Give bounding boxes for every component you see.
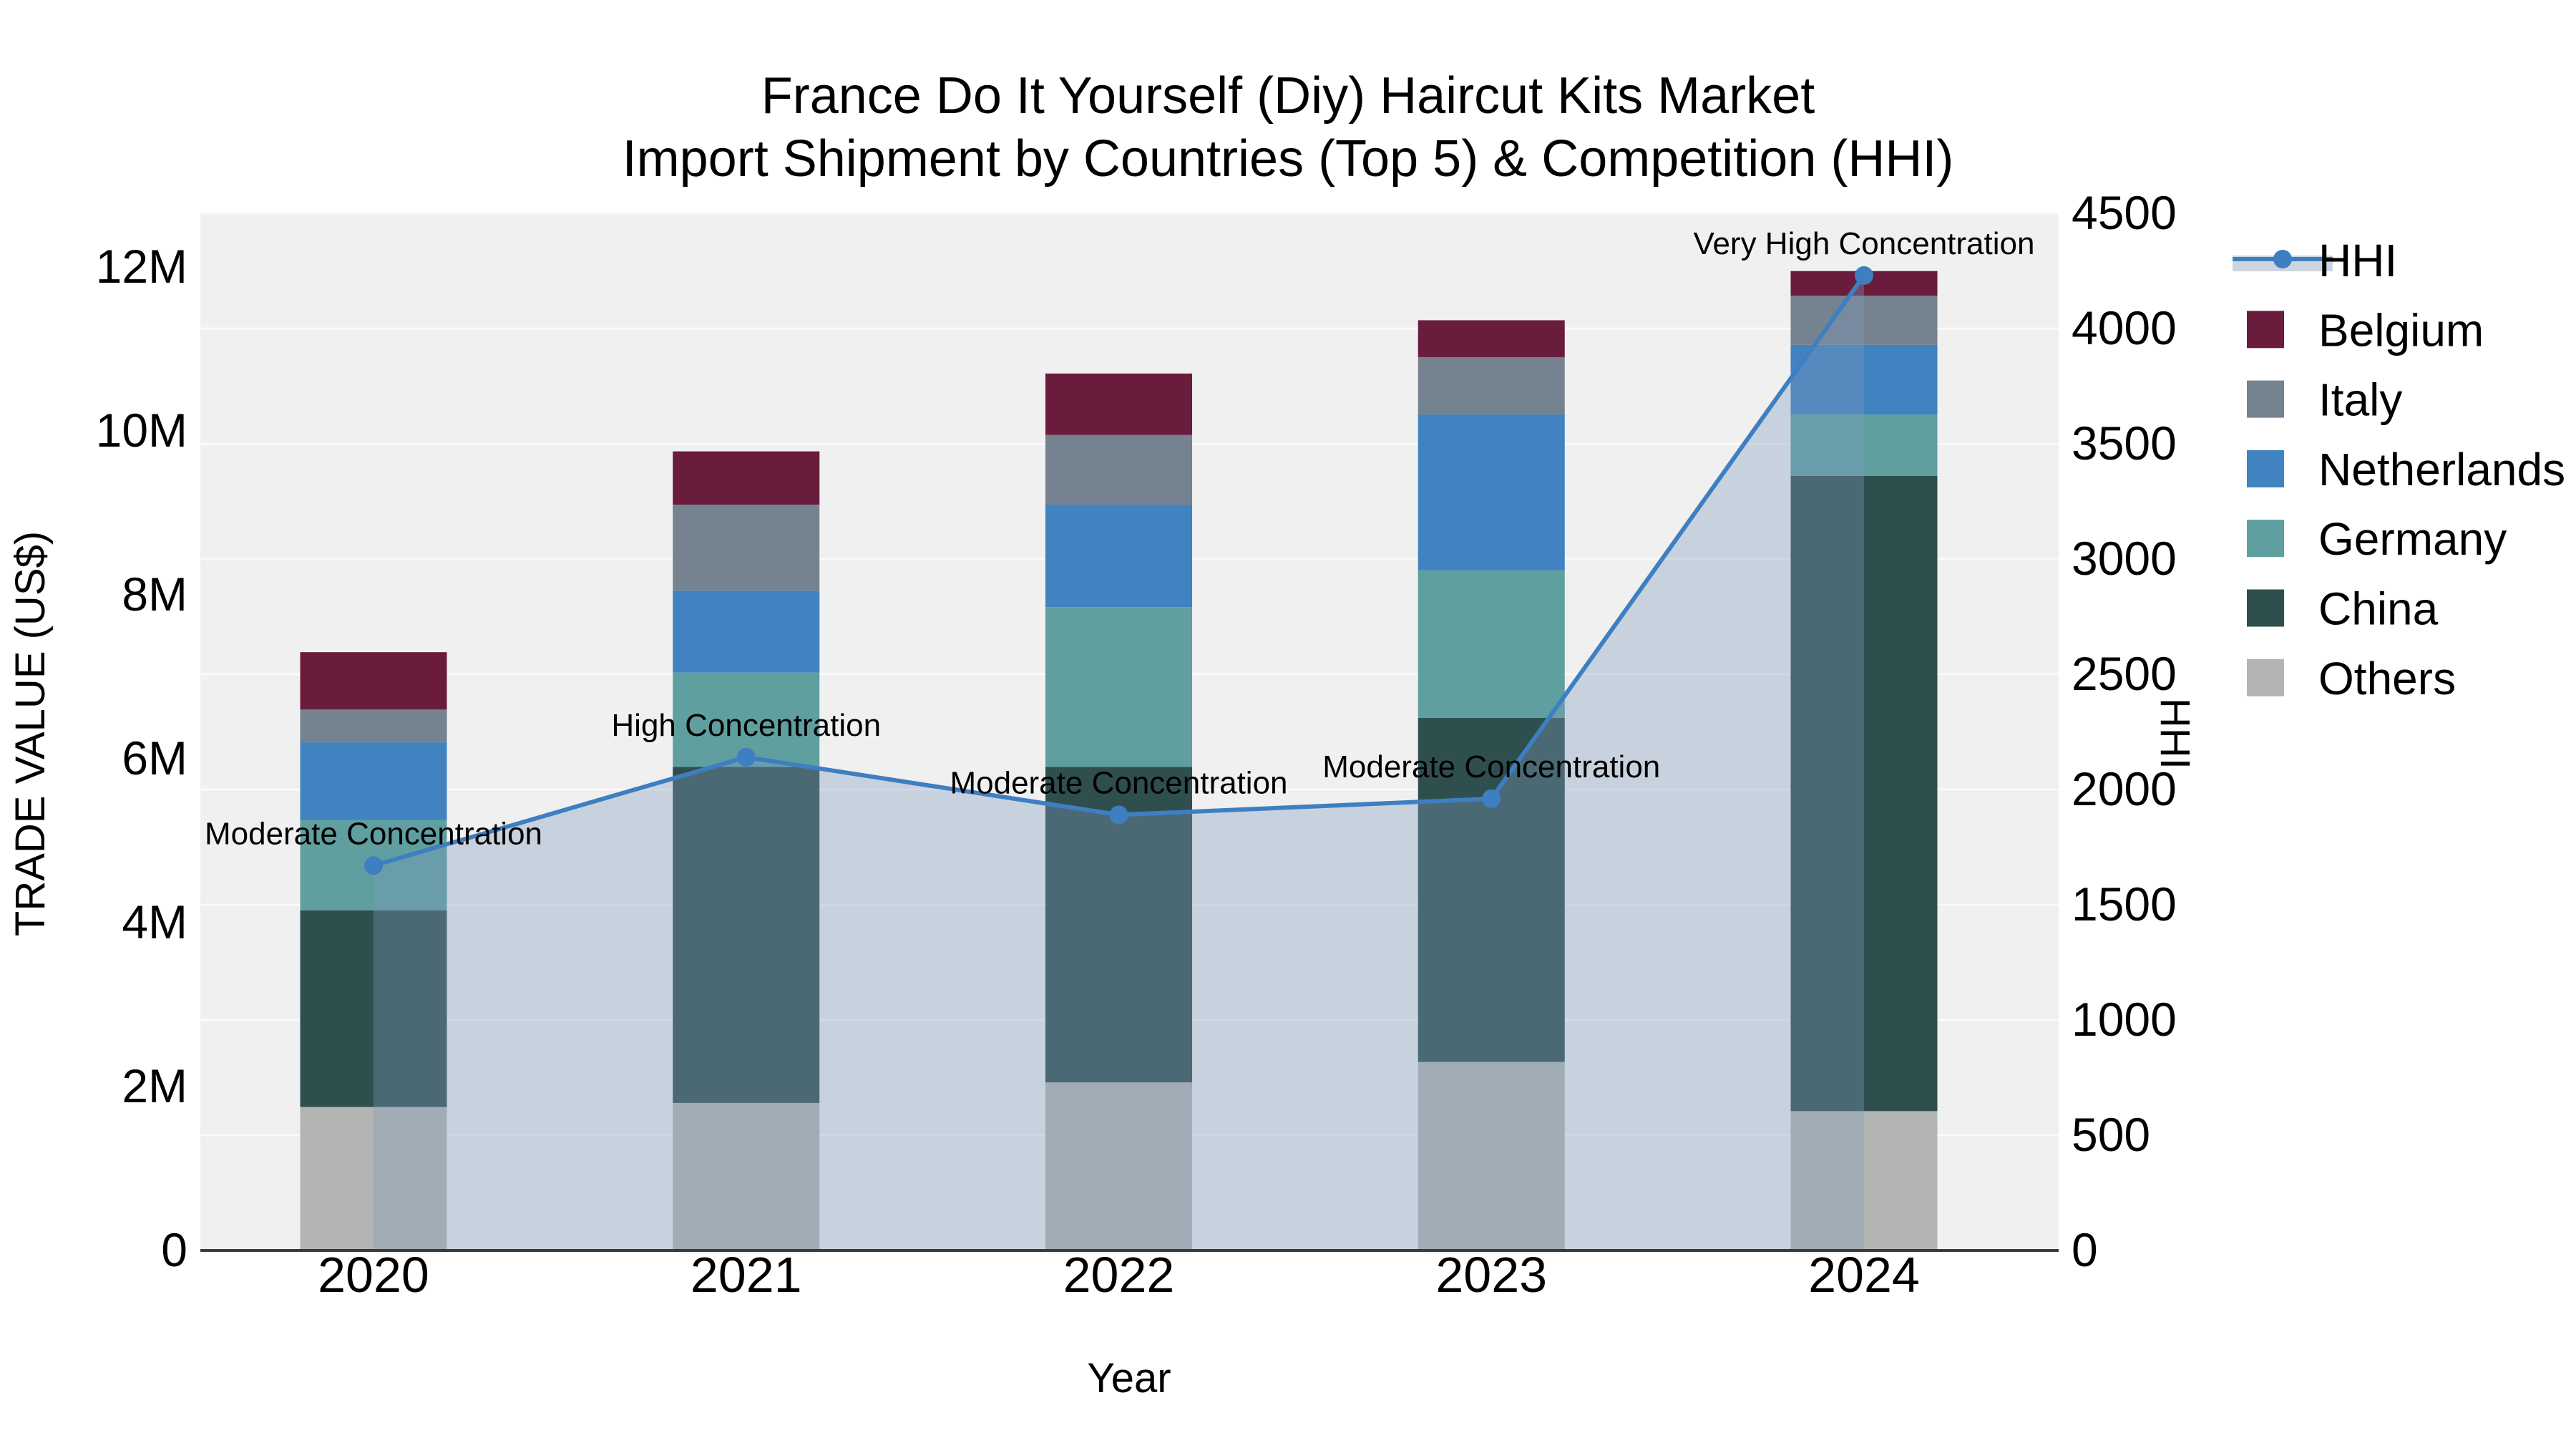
legend-item-italy[interactable]: Italy — [2247, 374, 2402, 426]
legend-color-swatch-italy — [2247, 380, 2284, 418]
bar-segment-2021-china[interactable] — [673, 767, 820, 1103]
chart-title-line1: France Do It Yourself (Diy) Haircut Kits… — [761, 67, 1815, 125]
bar-segment-2020-china[interactable] — [300, 910, 447, 1107]
y-right-tick-label: 2000 — [2072, 762, 2177, 815]
legend-label-netherlands: Netherlands — [2318, 444, 2565, 495]
bar-segment-2022-others[interactable] — [1045, 1082, 1192, 1250]
hhi-marker-2022[interactable] — [1109, 805, 1128, 825]
bar-segment-2023-netherlands[interactable] — [1418, 414, 1565, 570]
y-left-tick-label: 6M — [122, 732, 187, 784]
hhi-area-fill[interactable] — [374, 275, 1864, 1250]
y-left-tick-label: 10M — [96, 404, 187, 457]
tick-labels: 0 2M 4M 6M 8M 10M 12M 0 500 1000 1500 2000 2500 3000 3… — [96, 186, 2177, 1303]
hhi-annotation-2023: Moderate Concentration — [1322, 749, 1660, 784]
y-right-tick-label: 3500 — [2072, 417, 2177, 470]
bar-segment-2020-others[interactable] — [300, 1107, 447, 1250]
bar-segment-2020-italy[interactable] — [300, 709, 447, 743]
bar-segment-2022-belgium[interactable] — [1045, 373, 1192, 435]
hhi-annotation-2024: Very High Concentration — [1694, 226, 2035, 261]
legend-label-hhi: HHI — [2318, 235, 2397, 286]
legend-color-swatch-germany — [2247, 520, 2284, 558]
x-tick-label-2023: 2023 — [1435, 1247, 1547, 1303]
y-right-axis-title: HHI — [2152, 698, 2198, 769]
y-right-tick-label: 1500 — [2072, 878, 2177, 930]
legend-label-belgium: Belgium — [2318, 304, 2484, 356]
hhi-marker-2020[interactable] — [364, 856, 383, 875]
y-right-tick-label: 4500 — [2072, 186, 2177, 239]
bar-segment-2024-china[interactable] — [1790, 475, 1938, 1112]
legend-color-swatch-belgium — [2247, 311, 2284, 349]
x-tick-label-2022: 2022 — [1063, 1247, 1175, 1303]
y-right-tick-label: 500 — [2072, 1108, 2150, 1161]
bar-segment-2021-belgium[interactable] — [673, 451, 820, 505]
bar-segment-2021-italy[interactable] — [673, 505, 820, 591]
hhi-area-layer — [374, 275, 1864, 1250]
bar-segment-2023-others[interactable] — [1418, 1061, 1565, 1250]
y-left-tick-label: 8M — [122, 568, 187, 621]
y-left-tick-label: 4M — [122, 895, 187, 948]
legend-color-swatch-others — [2247, 659, 2284, 696]
bar-segment-2024-italy[interactable] — [1790, 296, 1938, 345]
bar-segment-2024-others[interactable] — [1790, 1111, 1938, 1250]
y-right-tick-label: 4000 — [2072, 301, 2177, 354]
legend-label-germany: Germany — [2318, 513, 2507, 565]
legend-color-swatch-china — [2247, 589, 2284, 627]
x-tick-label-2024: 2024 — [1808, 1247, 1920, 1303]
legend-color-swatch-netherlands — [2247, 449, 2284, 487]
y-right-tick-label: 1000 — [2072, 993, 2177, 1046]
hhi-marker-2023[interactable] — [1482, 789, 1501, 808]
bar-segment-2020-netherlands[interactable] — [300, 742, 447, 820]
bar-segment-2023-germany[interactable] — [1418, 570, 1565, 718]
x-tick-label-2021: 2021 — [691, 1247, 802, 1303]
bar-segment-2021-netherlands[interactable] — [673, 591, 820, 673]
bar-segment-2021-others[interactable] — [673, 1102, 820, 1250]
x-axis-title: Year — [1087, 1355, 1171, 1401]
y-left-tick-label: 0 — [161, 1223, 187, 1276]
y-right-tick-label: 0 — [2072, 1223, 2098, 1276]
hhi-annotation-2022: Moderate Concentration — [950, 765, 1287, 800]
legend-item-belgium[interactable]: Belgium — [2247, 304, 2484, 356]
legend-item-hhi[interactable]: HHI — [2233, 235, 2397, 286]
legend-item-china[interactable]: China — [2247, 583, 2439, 635]
bar-segment-2024-germany[interactable] — [1790, 414, 1938, 476]
hhi-annotations: Moderate Concentration High Concentration… — [205, 226, 2035, 851]
hhi-marker-2024[interactable] — [1855, 266, 1873, 285]
y-left-tick-label: 12M — [96, 240, 187, 293]
bar-segment-2024-netherlands[interactable] — [1790, 344, 1938, 415]
bar-segment-2022-netherlands[interactable] — [1045, 505, 1192, 608]
y-right-tick-label: 3000 — [2072, 532, 2177, 585]
bar-segment-2020-belgium[interactable] — [300, 652, 447, 710]
bar-segment-2023-china[interactable] — [1418, 717, 1565, 1062]
legend-item-others[interactable]: Others — [2247, 653, 2456, 704]
legend: HHI Belgium Italy Netherlands Germany China Ot… — [2233, 235, 2565, 704]
y-left-axis-title: TRADE VALUE (US$) — [7, 531, 54, 936]
legend-label-china: China — [2318, 583, 2439, 635]
hhi-line-layer — [364, 266, 1873, 875]
y-left-tick-label: 2M — [122, 1059, 187, 1112]
legend-item-netherlands[interactable]: Netherlands — [2247, 444, 2565, 495]
bar-segment-2022-germany[interactable] — [1045, 607, 1192, 767]
hhi-annotation-2020: Moderate Concentration — [205, 816, 542, 851]
chart-title-line2: Import Shipment by Countries (Top 5) & C… — [623, 130, 1954, 188]
bar-segment-2023-italy[interactable] — [1418, 356, 1565, 415]
legend-hhi-marker-swatch — [2273, 250, 2292, 268]
hhi-annotation-2021: High Concentration — [611, 708, 881, 743]
bar-segment-2022-italy[interactable] — [1045, 434, 1192, 505]
bar-segment-2023-belgium[interactable] — [1418, 320, 1565, 357]
y-right-tick-label: 2500 — [2072, 647, 2177, 700]
legend-label-italy: Italy — [2318, 374, 2402, 426]
legend-label-others: Others — [2318, 653, 2456, 704]
legend-item-germany[interactable]: Germany — [2247, 513, 2507, 565]
hhi-marker-2021[interactable] — [736, 747, 756, 767]
x-tick-label-2020: 2020 — [318, 1247, 429, 1303]
